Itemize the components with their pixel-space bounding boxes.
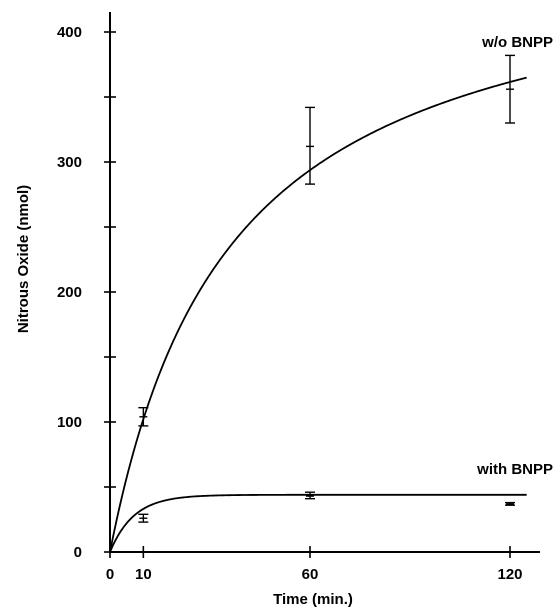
data-point-w-o-bnpp-10 (138, 407, 149, 427)
series-label-with-bnpp: with BNPP (476, 461, 553, 478)
data-point-with-bnpp-10 (138, 513, 149, 523)
data-point-w-o-bnpp-60 (305, 106, 315, 185)
y-tick-label-300: 300 (57, 154, 82, 171)
series-w-o-bnpp: w/o BNPP (109, 34, 553, 553)
axes: 0 100 200 300 400 0 10 60 120 (57, 12, 540, 583)
data-point-with-bnpp-120 (505, 501, 515, 506)
x-axis-label: Time (min.) (273, 591, 353, 608)
data-point-w-o-bnpp-120 (505, 54, 515, 124)
series-label-w-o-bnpp: w/o BNPP (481, 34, 553, 51)
y-tick-label-0: 0 (74, 544, 82, 561)
x-tick-label-0: 0 (106, 566, 114, 583)
data-point-with-bnpp-60 (305, 491, 315, 500)
y-tick-label-400: 400 (57, 24, 82, 41)
x-tick-label-10: 10 (135, 566, 152, 583)
x-tick-label-120: 120 (497, 566, 522, 583)
y-tick-label-100: 100 (57, 414, 82, 431)
fit-curve-w-o-bnpp (109, 76, 527, 553)
x-tick-label-60: 60 (302, 566, 319, 583)
y-axis-label: Nitrous Oxide (nmol) (15, 185, 32, 333)
series-layer: w/o BNPP with BNPP (109, 34, 553, 553)
fit-curve-with-bnpp (109, 493, 527, 553)
series-with-bnpp: with BNPP (109, 461, 553, 553)
y-tick-label-200: 200 (57, 284, 82, 301)
